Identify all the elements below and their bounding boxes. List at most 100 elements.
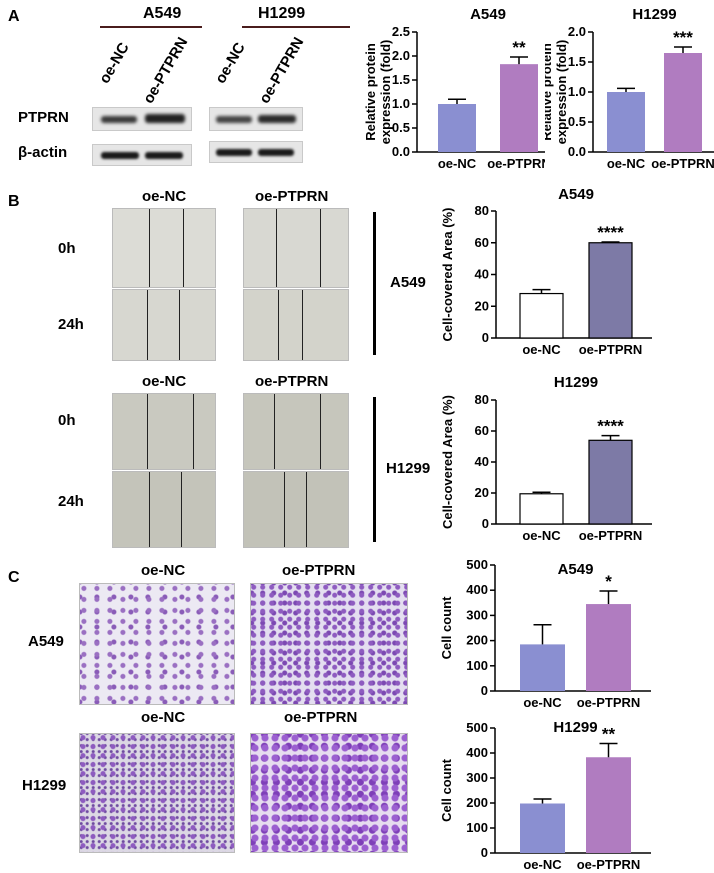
bar-chart-a549-transwell: 0 100 200 300 400 500 Cell count A549 oe-NC oe-PT… xyxy=(439,557,651,710)
x-tick-label: oe-NC xyxy=(438,156,477,171)
bar-oe-NC xyxy=(520,644,565,691)
scratch-image xyxy=(112,289,216,361)
bar-chart-a549-protein: 0.0 0.5 1.0 1.5 2.0 2.5 Relative protein expres… xyxy=(363,6,545,171)
scratch-image xyxy=(112,208,216,288)
group-bracket xyxy=(373,212,376,355)
transwell-image xyxy=(250,733,408,853)
significance-mark: **** xyxy=(597,223,624,242)
y-tick-label: 1.0 xyxy=(392,96,410,111)
scratch-image xyxy=(112,393,216,470)
y-tick-label: 100 xyxy=(466,658,488,673)
x-tick-label: oe-NC xyxy=(607,156,646,171)
bar-oe-NC xyxy=(520,803,565,853)
blot-line-a549: A549 xyxy=(143,5,182,22)
x-tick-label: oe-PTPRN xyxy=(579,342,643,357)
bar-chart-a549-wound: 0 20 40 60 80 Cell-covered Area (%) A549 oe-NC o… xyxy=(440,186,652,357)
y-axis-label: expression (fold) xyxy=(554,40,569,145)
lane-label: oe-PTPRN xyxy=(256,34,308,107)
y-tick-label: 200 xyxy=(466,633,488,648)
bar-oe-NC xyxy=(519,292,564,339)
row-line-label: H1299 xyxy=(22,777,67,794)
group-header: oe-NC xyxy=(142,373,187,390)
y-axis-label: Cell count xyxy=(439,758,454,822)
bracket-line-label: A549 xyxy=(390,274,426,291)
transwell-image xyxy=(79,583,235,705)
y-tick-label: 0 xyxy=(481,683,488,698)
bar-oe-NC xyxy=(519,493,564,525)
lane-label: oe-NC xyxy=(212,39,249,87)
significance-mark: ** xyxy=(512,38,526,57)
x-tick-label: oe-PTPRN xyxy=(577,695,641,710)
y-tick-label: 0 xyxy=(482,516,489,531)
y-tick-label: 200 xyxy=(466,795,488,810)
bar-oe-PTPRN xyxy=(586,757,631,853)
bar-oe-NC xyxy=(607,92,645,152)
scratch-image xyxy=(112,471,216,548)
y-tick-label: 400 xyxy=(466,582,488,597)
y-tick-label: 100 xyxy=(466,820,488,835)
scratch-image xyxy=(243,289,349,361)
group-header: oe-NC xyxy=(141,562,186,579)
blot-row-ptprn: PTPRN xyxy=(18,109,69,126)
y-tick-label: 80 xyxy=(475,203,489,218)
time-label: 0h xyxy=(58,240,76,257)
chart-title: A549 xyxy=(558,186,594,203)
group-header: oe-NC xyxy=(141,709,186,726)
x-tick-label: oe-NC xyxy=(522,528,561,543)
panel-b-letter: B xyxy=(8,193,20,210)
x-tick-label: oe-PTPRN xyxy=(487,156,545,171)
y-tick-label: 0.5 xyxy=(392,120,410,135)
y-axis-label: Cell-covered Area (%) xyxy=(440,208,455,342)
bar-oe-PTPRN xyxy=(586,604,631,691)
y-tick-label: 1.5 xyxy=(568,54,586,69)
y-tick-label: 0.0 xyxy=(568,144,586,159)
bar-oe-PTPRN xyxy=(664,53,702,152)
y-tick-label: 2.0 xyxy=(392,48,410,63)
y-tick-label: 0.5 xyxy=(568,114,586,129)
chart-title: H1299 xyxy=(554,374,598,391)
bar-oe-NC xyxy=(438,104,476,152)
y-tick-label: 0.0 xyxy=(392,144,410,159)
scratch-image xyxy=(243,208,349,288)
y-tick-label: 2.5 xyxy=(392,24,410,39)
y-tick-label: 300 xyxy=(466,770,488,785)
y-tick-label: 20 xyxy=(475,485,489,500)
y-tick-label: 1.0 xyxy=(568,84,586,99)
group-bracket xyxy=(373,397,376,542)
y-tick-label: 1.5 xyxy=(392,72,410,87)
significance-mark: ** xyxy=(602,725,616,744)
time-label: 24h xyxy=(58,493,84,510)
time-label: 24h xyxy=(58,316,84,333)
y-tick-label: 0 xyxy=(481,845,488,860)
blot-underline-h1299 xyxy=(242,26,350,28)
row-line-label: A549 xyxy=(28,633,64,650)
y-tick-label: 20 xyxy=(475,298,489,313)
lane-label: oe-NC xyxy=(96,39,133,87)
x-tick-label: oe-PTPRN xyxy=(577,857,641,872)
y-tick-label: 300 xyxy=(466,607,488,622)
scratch-image xyxy=(243,393,349,470)
western-blot-ptprn-a549 xyxy=(92,107,192,131)
lane-label: oe-PTPRN xyxy=(140,34,192,107)
y-axis-label: Relative protein xyxy=(545,43,554,141)
y-tick-label: 500 xyxy=(466,557,488,572)
y-axis-label: Cell count xyxy=(439,596,454,660)
group-header: oe-PTPRN xyxy=(282,562,356,579)
chart-title: H1299 xyxy=(553,719,597,736)
x-tick-label: oe-PTPRN xyxy=(651,156,714,171)
group-header: oe-NC xyxy=(142,188,187,205)
bar-oe-PTPRN xyxy=(588,242,633,339)
bar-oe-PTPRN xyxy=(500,64,538,152)
x-tick-label: oe-NC xyxy=(522,342,561,357)
western-blot-ptprn-h1299 xyxy=(209,107,303,131)
y-axis-label: expression (fold) xyxy=(378,40,393,145)
bar-chart-h1299-protein: 0.0 0.5 1.0 1.5 2.0 Relative protein expressio… xyxy=(545,6,714,171)
panel-a-letter: A xyxy=(8,8,20,25)
chart-title: A549 xyxy=(558,561,594,578)
x-tick-label: oe-PTPRN xyxy=(579,528,643,543)
significance-mark: *** xyxy=(673,28,693,47)
transwell-image xyxy=(79,733,235,853)
y-tick-label: 80 xyxy=(475,392,489,407)
bar-oe-PTPRN xyxy=(588,439,633,525)
y-tick-label: 500 xyxy=(466,720,488,735)
